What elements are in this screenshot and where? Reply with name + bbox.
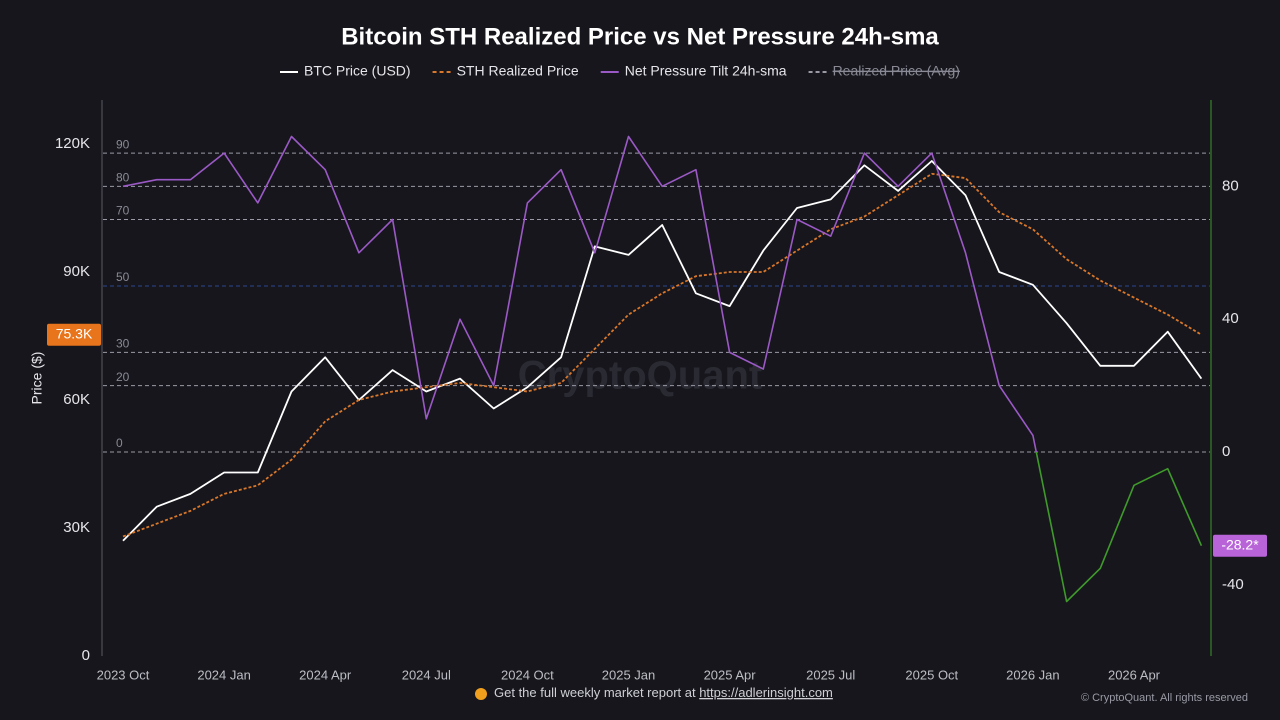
x-tick-label: 2025 Jul bbox=[806, 667, 855, 682]
last-value-badge bbox=[47, 323, 101, 346]
legend-label[interactable]: Realized Price (Avg) bbox=[833, 63, 960, 79]
legend: BTC Price (USD) STH Realized Price Net Pre… bbox=[280, 63, 960, 79]
last-value-label: -28.2* bbox=[1221, 536, 1259, 552]
series-line bbox=[122, 160, 1203, 542]
series-line bbox=[122, 172, 1202, 538]
y2-tick-label: 80 bbox=[1222, 177, 1239, 194]
y-tick-label: 30K bbox=[63, 519, 90, 536]
last-value-badge bbox=[1213, 534, 1267, 557]
y-tick-label: 120K bbox=[55, 135, 90, 152]
coin-icon bbox=[475, 688, 487, 700]
legend-label[interactable]: STH Realized Price bbox=[457, 63, 579, 79]
x-tick-label: 2025 Jan bbox=[602, 667, 656, 682]
x-tick-label: 2024 Jan bbox=[197, 667, 251, 682]
x-tick-label: 2024 Jul bbox=[402, 667, 451, 682]
y-tick-label: 0 bbox=[82, 647, 90, 664]
x-tick-label: 2024 Apr bbox=[299, 667, 352, 682]
last-value-label: 75.3K bbox=[56, 325, 93, 341]
x-tick-label: 2025 Oct bbox=[905, 667, 958, 682]
chart-title: Bitcoin STH Realized Price vs Net Pressu… bbox=[341, 23, 939, 50]
x-tick-label: 2026 Jan bbox=[1006, 667, 1060, 682]
watermark: CryptoQuant bbox=[518, 354, 762, 398]
x-tick-label: 2023 Oct bbox=[97, 667, 150, 682]
reference-label: 80 bbox=[116, 171, 130, 185]
x-tick-label: 2026 Apr bbox=[1108, 667, 1161, 682]
y2-tick-label: -40 bbox=[1222, 576, 1244, 593]
y2-tick-label: 0 bbox=[1222, 443, 1230, 460]
legend-label[interactable]: BTC Price (USD) bbox=[304, 63, 411, 79]
y-tick-label: 90K bbox=[63, 263, 90, 280]
reference-label: 70 bbox=[116, 204, 130, 218]
footer-text: Get the full weekly market report at htt… bbox=[494, 685, 833, 700]
reference-label: 30 bbox=[116, 337, 130, 351]
x-tick-label: 2024 Oct bbox=[501, 667, 554, 682]
reference-label: 90 bbox=[116, 137, 130, 151]
y-axis-label: Price ($) bbox=[29, 352, 45, 405]
reference-label: 50 bbox=[116, 270, 130, 284]
reference-label: 20 bbox=[116, 370, 130, 384]
y-tick-label: 60K bbox=[63, 391, 90, 408]
footer-link[interactable]: https://adlerinsight.com bbox=[699, 685, 833, 700]
legend-label[interactable]: Net Pressure Tilt 24h-sma bbox=[625, 63, 787, 79]
x-tick-label: 2025 Apr bbox=[704, 667, 757, 682]
y2-tick-label: 40 bbox=[1222, 310, 1239, 327]
copyright: © CryptoQuant. All rights reserved bbox=[1081, 692, 1248, 704]
series-line bbox=[122, 135, 1203, 603]
reference-label: 0 bbox=[116, 436, 123, 450]
